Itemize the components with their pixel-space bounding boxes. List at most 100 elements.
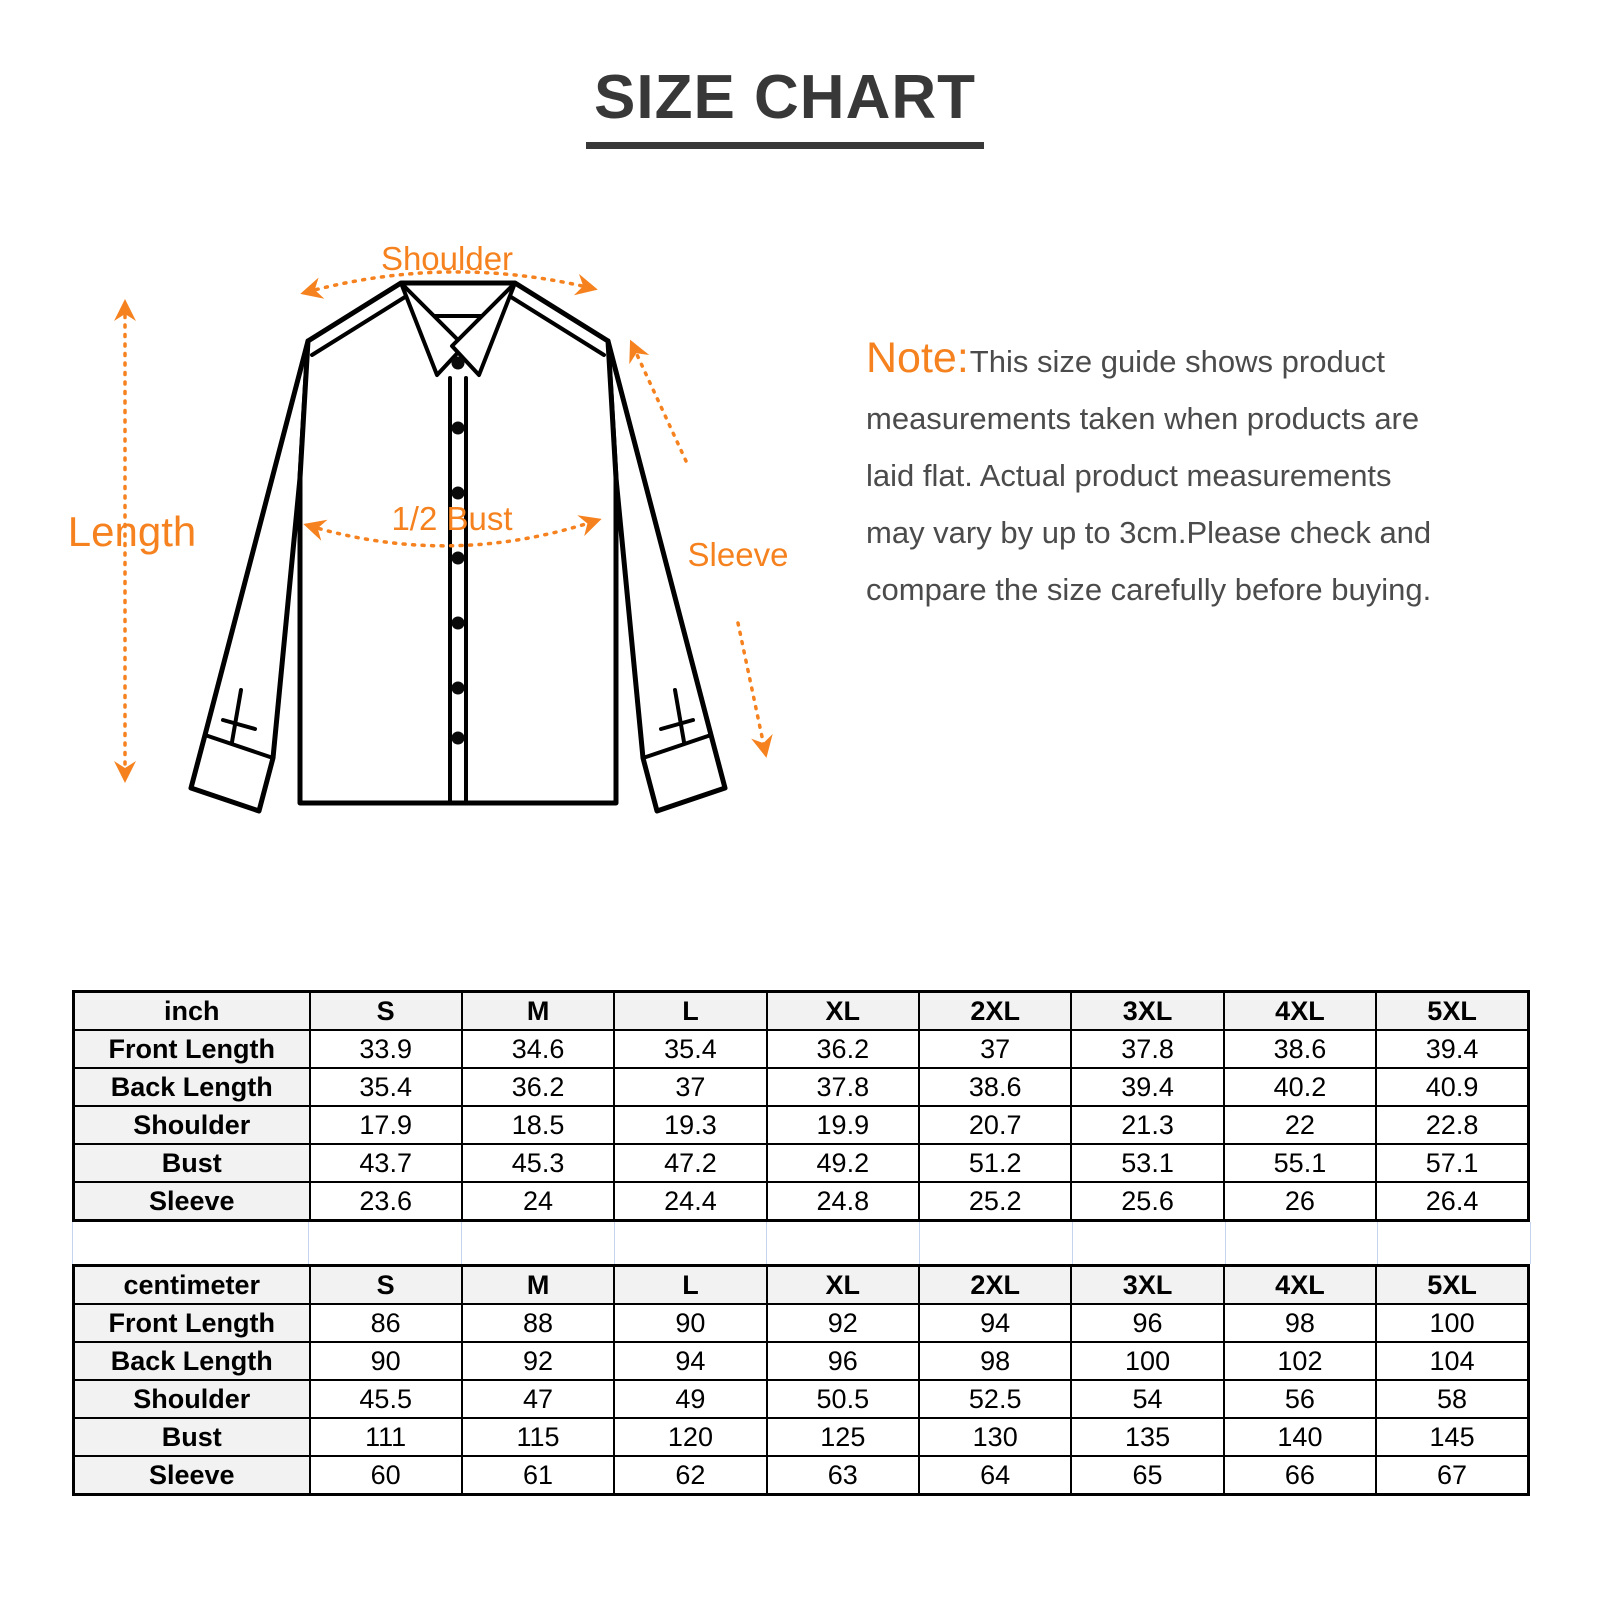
table-row: Sleeve 60 61 62 63 64 65 66 67 — [72, 1455, 1530, 1496]
table-cell: 26 — [1222, 1181, 1378, 1222]
sleeve-measure-arrow-upper — [629, 339, 688, 463]
sleeve-measure-label: Sleeve — [688, 536, 789, 573]
table-cell: 20.7 — [917, 1105, 1073, 1145]
shirt-buttons — [451, 356, 465, 745]
table-cell: 115 — [460, 1417, 616, 1457]
table-cell: 66 — [1222, 1455, 1378, 1496]
table-size-header: 2XL — [917, 1264, 1073, 1305]
length-measure-label: Length — [68, 508, 196, 555]
table-size-header: 3XL — [1070, 990, 1225, 1031]
table-unit-header: centimeter — [72, 1264, 311, 1305]
table-cell: 37.8 — [765, 1067, 921, 1107]
shirt-right-cuff-line — [641, 733, 713, 760]
table-size-header: S — [308, 990, 463, 1031]
note-text: This size guide shows product — [969, 344, 1386, 379]
table-row: Back Length 35.4 36.2 37 37.8 38.6 39.4 40.2 40.… — [72, 1067, 1530, 1107]
table-cell: 120 — [613, 1417, 768, 1457]
shirt-right-sleeve — [605, 338, 728, 814]
table-cell: 49.2 — [765, 1143, 921, 1183]
table-size-header: XL — [765, 990, 921, 1031]
table-row: Front Length 86 88 90 92 94 96 98 100 — [72, 1303, 1530, 1343]
table-cell: 17.9 — [308, 1105, 463, 1145]
table-cell: 64 — [917, 1455, 1073, 1496]
table-cell: 94 — [917, 1303, 1073, 1343]
table-cell: 96 — [1070, 1303, 1225, 1343]
table-cell: 54 — [1070, 1379, 1225, 1419]
table-cell: 62 — [613, 1455, 768, 1496]
table-row-label: Sleeve — [72, 1455, 311, 1496]
table-size-header: 4XL — [1222, 990, 1378, 1031]
table-cell: 25.6 — [1070, 1181, 1225, 1222]
table-cell: 24.8 — [765, 1181, 921, 1222]
note-block: Note:This size guide shows product measu… — [866, 330, 1566, 618]
table-row-label: Front Length — [72, 1029, 311, 1069]
table-cell: 104 — [1375, 1341, 1530, 1381]
table-row-label: Shoulder — [72, 1379, 311, 1419]
table-row: Shoulder 17.9 18.5 19.3 19.9 20.7 21.3 22 22.8 — [72, 1105, 1530, 1145]
table-cell: 140 — [1222, 1417, 1378, 1457]
table-cell: 98 — [1222, 1303, 1378, 1343]
table-cell: 53.1 — [1070, 1143, 1225, 1183]
table-cell: 92 — [765, 1303, 921, 1343]
shirt-collar-left-flap — [399, 281, 466, 377]
table-cell: 23.6 — [308, 1181, 463, 1222]
table-cell: 43.7 — [308, 1143, 463, 1183]
table-cell: 38.6 — [917, 1067, 1073, 1107]
table-cell: 36.2 — [460, 1067, 616, 1107]
shoulder-measure-label: Shoulder — [381, 240, 513, 277]
table-cell: 36.2 — [765, 1029, 921, 1069]
table-size-header: S — [308, 1264, 463, 1305]
table-cell: 55.1 — [1222, 1143, 1378, 1183]
shirt-left-cuff-slit — [221, 688, 257, 744]
table-cell: 21.3 — [1070, 1105, 1225, 1145]
table-cell: 88 — [460, 1303, 616, 1343]
table-cell: 102 — [1222, 1341, 1378, 1381]
table-cell: 37.8 — [1070, 1029, 1225, 1069]
table-row: Bust 43.7 45.3 47.2 49.2 51.2 53.1 55.1 57.1 — [72, 1143, 1530, 1183]
table-cell: 92 — [460, 1341, 616, 1381]
note-line: compare the size carefully before buying… — [866, 572, 1432, 607]
table-cell: 94 — [613, 1341, 768, 1381]
table-cell: 19.3 — [613, 1105, 768, 1145]
table-cell: 90 — [308, 1341, 463, 1381]
shirt-collar-right-flap — [450, 281, 517, 377]
table-cell: 65 — [1070, 1455, 1225, 1496]
table-cell: 40.2 — [1222, 1067, 1378, 1107]
table-cell: 37 — [917, 1029, 1073, 1069]
table-row-label: Back Length — [72, 1067, 311, 1107]
bust-measure-label: 1/2 Bust — [391, 500, 512, 537]
table-size-header: L — [613, 1264, 768, 1305]
table-cell: 51.2 — [917, 1143, 1073, 1183]
table-cell: 24.4 — [613, 1181, 768, 1222]
table-cell: 45.5 — [308, 1379, 463, 1419]
table-cell: 47 — [460, 1379, 616, 1419]
table-cell: 40.9 — [1375, 1067, 1530, 1107]
note-line: laid flat. Actual product measurements — [866, 458, 1392, 493]
table-row: Back Length 90 92 94 96 98 100 102 104 — [72, 1341, 1530, 1381]
table-cell: 63 — [765, 1455, 921, 1496]
table-cell: 58 — [1375, 1379, 1530, 1419]
table-header-row: centimeter S M L XL 2XL 3XL 4XL 5XL — [72, 1264, 1530, 1305]
table-row: Sleeve 23.6 24 24.4 24.8 25.2 25.6 26 26.4 — [72, 1181, 1530, 1222]
bust-measure-arrow — [303, 515, 602, 548]
table-size-header: M — [460, 990, 616, 1031]
table-cell: 100 — [1375, 1303, 1530, 1343]
table-size-header: 3XL — [1070, 1264, 1225, 1305]
table-cell: 57.1 — [1375, 1143, 1530, 1183]
table-cell: 35.4 — [308, 1067, 463, 1107]
size-table-centimeter: centimeter S M L XL 2XL 3XL 4XL 5XL Front Length 8… — [72, 1264, 1530, 1496]
table-size-header: 2XL — [917, 990, 1073, 1031]
table-cell: 60 — [308, 1455, 463, 1496]
table-row-label: Back Length — [72, 1341, 311, 1381]
table-cell: 135 — [1070, 1417, 1225, 1457]
table-cell: 86 — [308, 1303, 463, 1343]
table-size-header: M — [460, 1264, 616, 1305]
shirt-shoulder-seams — [310, 295, 606, 357]
table-cell: 26.4 — [1375, 1181, 1530, 1222]
table-size-header: 5XL — [1375, 1264, 1530, 1305]
table-header-row: inch S M L XL 2XL 3XL 4XL 5XL — [72, 990, 1530, 1031]
table-row-label: Front Length — [72, 1303, 311, 1343]
table-cell: 56 — [1222, 1379, 1378, 1419]
size-tables: inch S M L XL 2XL 3XL 4XL 5XL Front Length 33.9 34.… — [72, 990, 1531, 1496]
table-cell: 35.4 — [613, 1029, 768, 1069]
